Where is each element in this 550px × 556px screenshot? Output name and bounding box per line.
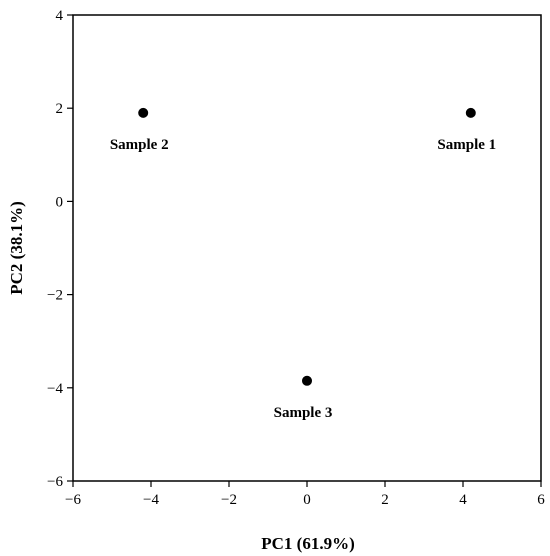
data-points: Sample 1 Sample 2 Sample 3: [110, 107, 496, 421]
x-tick-label: −2: [221, 492, 237, 508]
y-tick-label: −2: [47, 288, 63, 304]
data-point: [302, 375, 312, 386]
x-tick-label: 2: [381, 492, 389, 508]
y-axis-title: PC2 (38.1%): [7, 201, 26, 294]
x-axis-ticks: −6 −4 −2 0 2 4 6: [65, 481, 545, 508]
point-label: Sample 2: [110, 137, 169, 153]
x-tick-label: −4: [143, 492, 159, 508]
x-tick-label: 4: [459, 492, 467, 508]
y-tick-label: −4: [47, 381, 63, 397]
x-tick-label: 6: [537, 492, 545, 508]
x-tick-label: −6: [65, 492, 81, 508]
y-tick-label: 4: [56, 8, 64, 24]
y-axis-ticks: −6 −4 −2 0 2 4: [47, 8, 73, 490]
x-tick-label: 0: [303, 492, 311, 508]
y-tick-label: −6: [47, 474, 63, 490]
data-point: [465, 107, 476, 118]
x-axis-title: PC1 (61.9%): [261, 534, 354, 553]
data-point: [138, 107, 149, 118]
y-tick-label: 2: [56, 101, 64, 117]
y-tick-label: 0: [56, 194, 64, 210]
point-label: Sample 3: [274, 405, 333, 421]
point-label: Sample 1: [437, 137, 496, 153]
